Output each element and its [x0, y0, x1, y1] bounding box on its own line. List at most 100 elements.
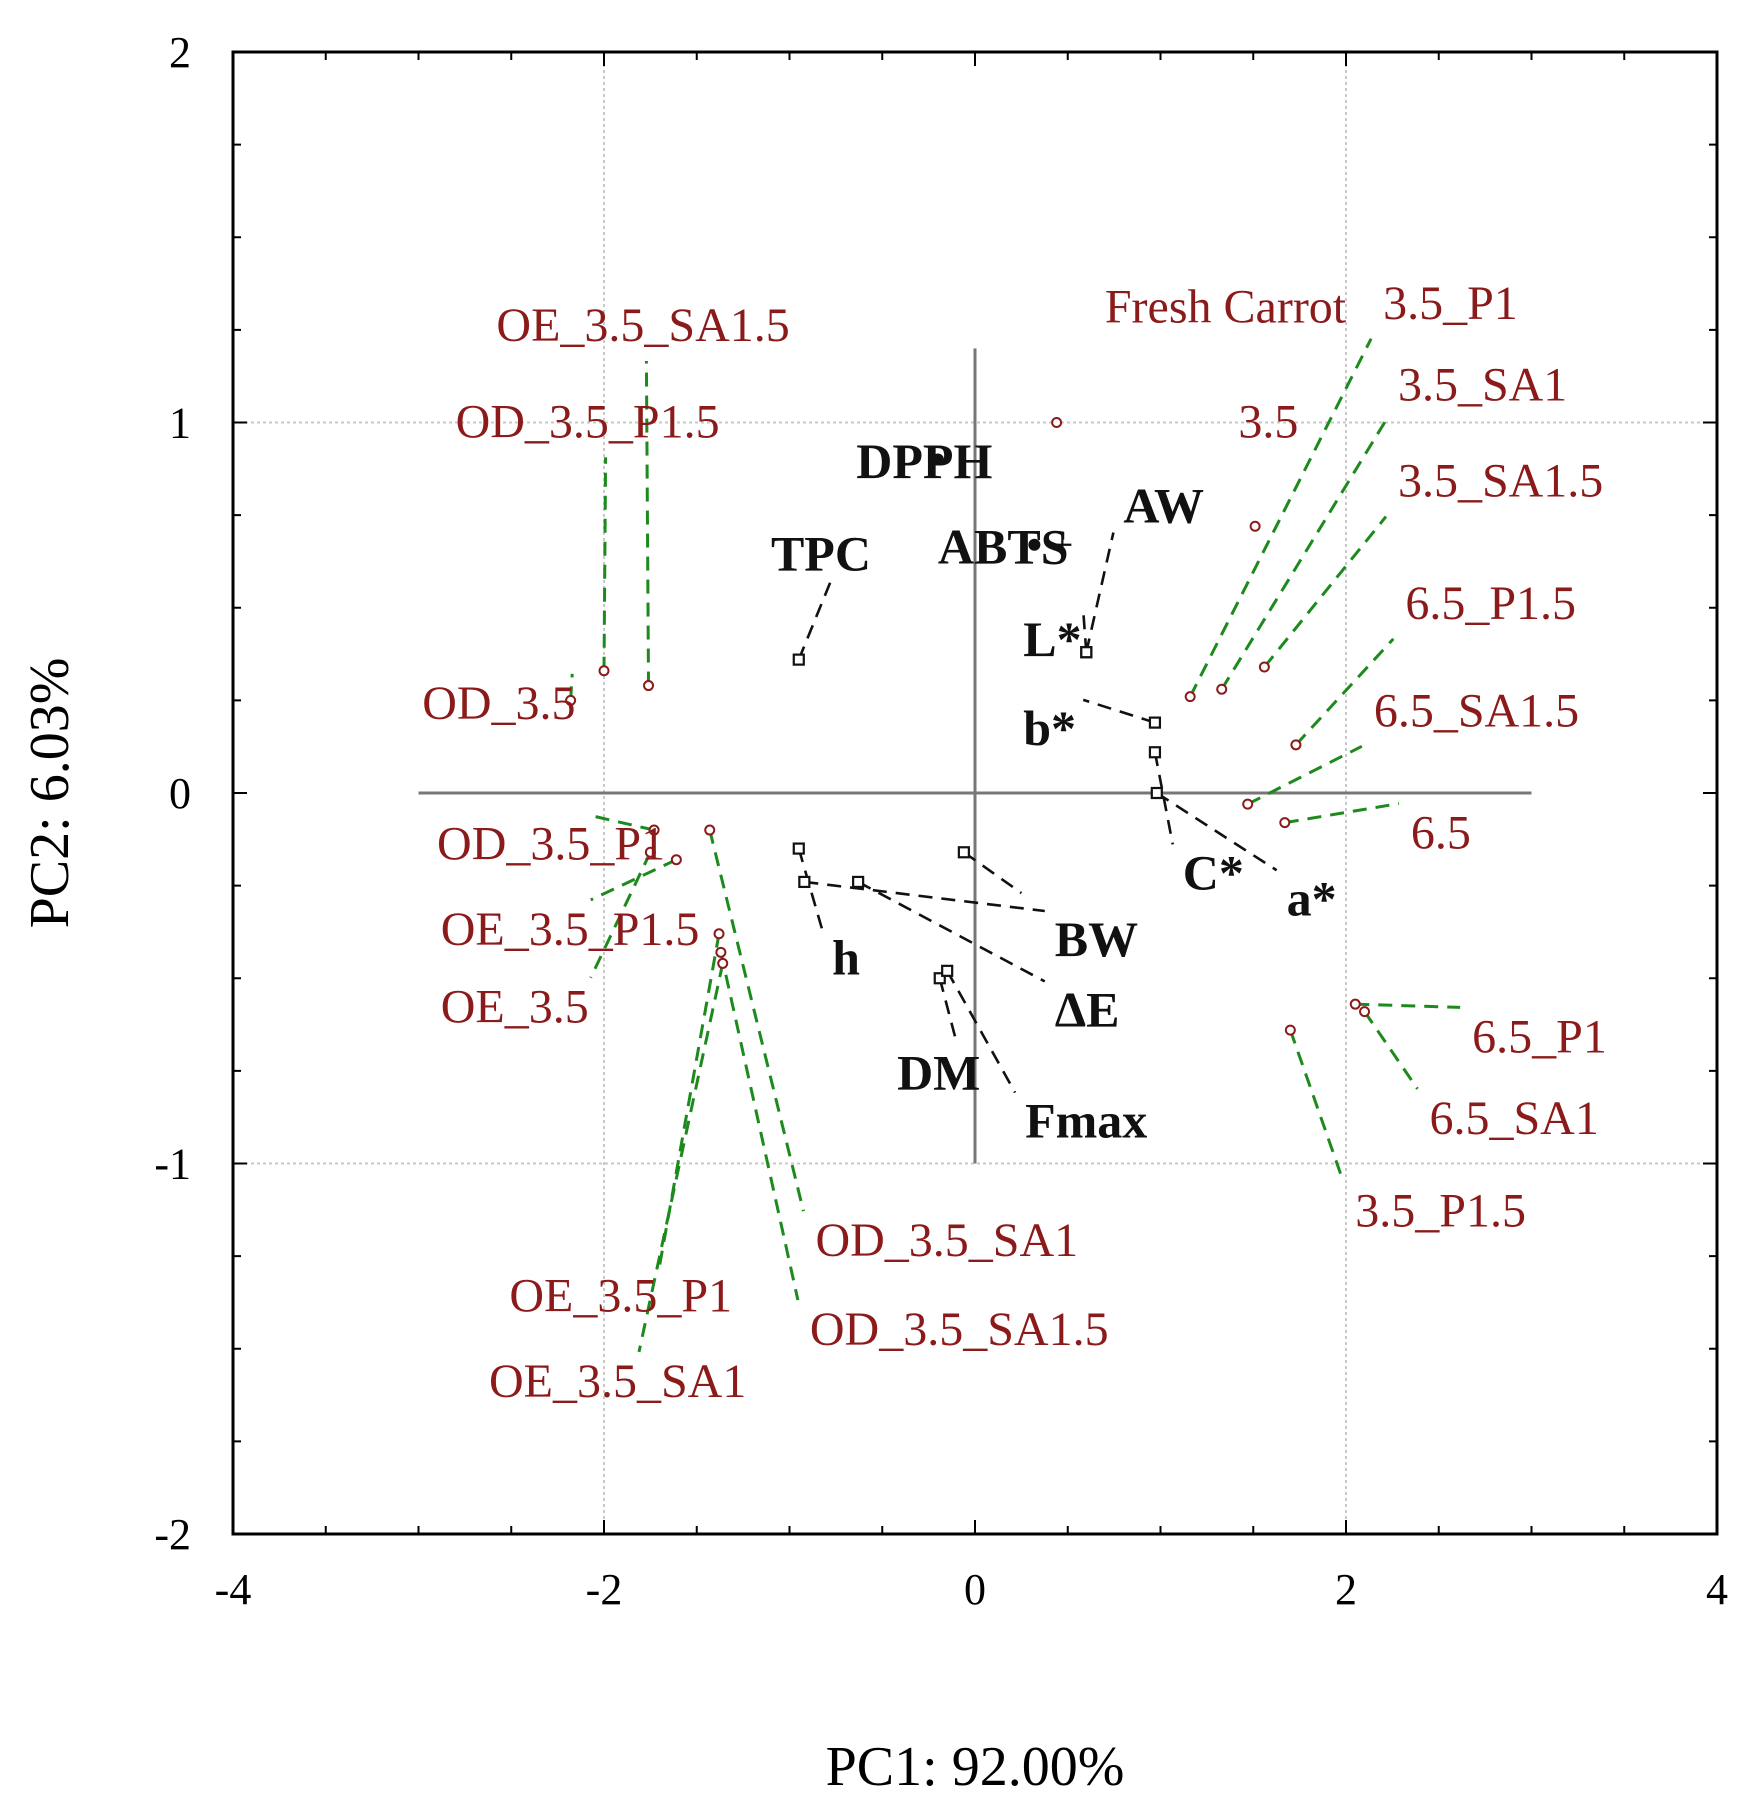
variable-label: AW	[1123, 478, 1204, 534]
sample-label: 3.5_SA1.5	[1398, 455, 1603, 508]
sample-leader-line	[1355, 1002, 1461, 1009]
sample-leader-line	[719, 951, 800, 1301]
sample-label: OE_3.5	[441, 981, 589, 1034]
variable-point	[1150, 786, 1163, 800]
sample-leader-line	[1247, 744, 1363, 806]
sample-point	[1242, 798, 1254, 810]
y-axis-title: PC2: 6.03%	[19, 658, 81, 929]
leader-layer	[569, 338, 1461, 1353]
sample-point	[713, 928, 725, 940]
variable-point	[933, 972, 946, 985]
sample-point	[1290, 739, 1302, 751]
variable-leader-line	[938, 977, 959, 1045]
sample-point	[1258, 661, 1270, 673]
y-tick-label: -1	[154, 1140, 191, 1189]
sample-leader-line	[637, 963, 725, 1353]
variable-point	[931, 453, 944, 466]
sample-point	[704, 824, 716, 836]
sample-leader-line	[590, 858, 677, 902]
sample-point	[1279, 817, 1291, 829]
sample-leader-line	[1284, 802, 1400, 825]
variable-label: DM	[897, 1044, 980, 1100]
variable-point	[798, 875, 811, 889]
sample-point	[1216, 683, 1228, 695]
sample-leader-line	[1188, 338, 1373, 698]
x-tick-label: -2	[586, 1565, 623, 1614]
sample-leader-line	[708, 829, 805, 1212]
variable-leader-line	[963, 851, 1023, 895]
marker-layer	[565, 417, 1371, 1036]
variable-label: Fmax	[1025, 1093, 1147, 1149]
variable-leader-line	[797, 580, 833, 661]
sample-point	[644, 846, 656, 858]
variable-leader-line	[946, 970, 1017, 1094]
sample-label: 6.5_P1	[1472, 1010, 1607, 1063]
variable-label: h	[832, 930, 860, 986]
sample-label: 3.5	[1238, 395, 1298, 448]
sample-label: OD_3.5_P1	[437, 818, 665, 871]
sample-point	[717, 957, 729, 969]
sample-leader-line	[644, 360, 651, 686]
sample-point	[598, 665, 610, 677]
sample-leader-line	[1288, 1029, 1345, 1182]
x-axis-title: PC1: 92.00%	[826, 1736, 1125, 1798]
variable-leader-line	[1081, 610, 1088, 653]
variable-point	[957, 846, 970, 859]
sample-point	[1184, 691, 1196, 703]
variable-leader-line	[1085, 532, 1115, 653]
label-layer: Fresh Carrot 3.5 3.5_P1 3.5_SA1 3.5_SA1.5 6.5…	[422, 277, 1607, 1408]
variable-leader-line	[804, 880, 1045, 913]
sample-leader-line	[1220, 419, 1388, 691]
sample-point	[1284, 1024, 1296, 1036]
sample-leader-line	[1263, 515, 1388, 668]
variable-point	[792, 842, 805, 855]
sample-leader-line	[1294, 637, 1395, 746]
variable-label: DPPH	[856, 433, 992, 489]
sample-label: 6.5_P1.5	[1405, 577, 1576, 630]
axis-layer: -4 -2 0 2 4 2 1 0 -1 -2	[154, 28, 1728, 1614]
sample-label: OD_3.5_SA1	[815, 1214, 1078, 1267]
sample-point	[670, 854, 682, 866]
x-tick-label: 0	[964, 1565, 986, 1614]
sample-point	[715, 946, 727, 958]
variable-label: ΔE	[1055, 981, 1120, 1037]
variable-label: TPC	[771, 526, 871, 582]
sample-label: 3.5_SA1	[1398, 358, 1567, 411]
sample-label: 6.5	[1411, 807, 1471, 860]
grid-layer	[233, 52, 1717, 1534]
sample-leader-line	[589, 851, 652, 979]
y-tick-label: 1	[169, 399, 191, 448]
sample-point	[1349, 998, 1361, 1010]
sample-label: OD_3.5_SA1.5	[810, 1303, 1109, 1356]
variable-leader-line	[1156, 791, 1278, 872]
variable-label: a*	[1287, 870, 1337, 926]
variable-point	[1080, 646, 1093, 659]
sample-label: OD_3.5_P1.5	[456, 395, 720, 448]
sample-point	[1359, 1006, 1371, 1018]
sample-point	[1051, 417, 1063, 428]
sample-point	[565, 694, 577, 706]
variable-leader-line	[1082, 698, 1156, 724]
sample-label: 3.5_P1	[1383, 277, 1518, 330]
variable-point	[1148, 716, 1162, 729]
variable-leader-line	[797, 848, 824, 930]
sample-label: 6.5_SA1.5	[1374, 684, 1579, 737]
variable-point	[941, 964, 954, 977]
sample-label: 3.5_P1.5	[1355, 1184, 1526, 1237]
sample-point	[648, 824, 660, 836]
y-tick-label: -2	[154, 1510, 191, 1559]
variable-point	[1028, 538, 1041, 551]
variable-label: b*	[1023, 700, 1076, 756]
sample-label: OE_3.5_SA1.5	[496, 299, 789, 352]
y-tick-label: 2	[169, 28, 191, 77]
variable-point	[1148, 746, 1162, 759]
y-tick-label: 0	[169, 769, 191, 818]
x-tick-label: 4	[1706, 1565, 1728, 1614]
variable-leader-line	[857, 880, 1046, 983]
sample-label: OE_3.5_SA1	[489, 1355, 746, 1408]
x-tick-label: -4	[215, 1565, 252, 1614]
variable-point	[852, 875, 865, 889]
sample-label: OE_3.5_P1.5	[441, 903, 700, 956]
variable-point	[792, 653, 805, 666]
